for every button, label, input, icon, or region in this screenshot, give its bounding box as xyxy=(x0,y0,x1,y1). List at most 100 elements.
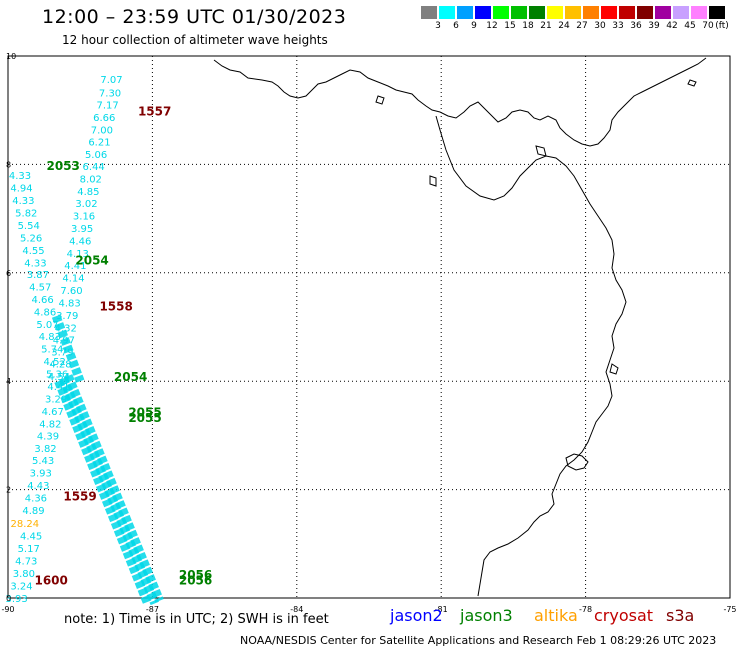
page-title: 12:00 – 23:59 UTC 01/30/2023 xyxy=(42,6,347,28)
pass-time-label: 2056 xyxy=(179,568,212,582)
page-subtitle: 12 hour collection of altimeter wave hei… xyxy=(62,33,328,47)
wave-value-label: 5.06 xyxy=(85,150,107,161)
legend-swatch xyxy=(457,6,473,19)
legend-swatch xyxy=(673,6,689,19)
legend-unit: (ft) xyxy=(715,21,729,31)
legend-swatch xyxy=(547,6,563,19)
wave-value-label: 4.28 xyxy=(49,360,71,371)
legend-swatch xyxy=(421,6,437,19)
wave-value-label: 4.86 xyxy=(34,308,56,319)
legend-swatch xyxy=(493,6,509,19)
pass-time-label: 2053 xyxy=(47,159,80,173)
wave-value-label: 4.36 xyxy=(25,494,47,505)
coastline-path xyxy=(213,57,707,147)
wave-value-label: 3.79 xyxy=(56,311,78,322)
track-stripe xyxy=(59,376,159,606)
legend-label: 3 xyxy=(435,21,441,31)
wave-value-label: 8.02 xyxy=(80,174,102,185)
wave-value-label: 7.00 xyxy=(91,126,113,137)
x-tick-label: -90 xyxy=(1,605,14,614)
wave-value-label: 6.66 xyxy=(93,113,115,124)
wave-value-label: 4.67 xyxy=(42,407,64,418)
y-tick-label: 2 xyxy=(6,486,11,495)
footer-credit: NOAA/NESDIS Center for Satellite Applica… xyxy=(240,634,717,647)
wave-value-label: 4.33 xyxy=(24,258,46,269)
satellite-label-jason3: jason3 xyxy=(460,606,513,625)
wave-value-label: 4.41 xyxy=(47,382,69,393)
y-tick-label: 10 xyxy=(6,52,16,61)
wave-value-label: 5.74 xyxy=(41,344,63,355)
wave-value-label: 4.82 xyxy=(39,419,61,430)
wave-value-label: 4.14 xyxy=(62,273,84,284)
legend-swatch xyxy=(637,6,653,19)
wave-value-label: 4.13 xyxy=(67,249,89,260)
wave-value-label: 3.16 xyxy=(73,212,95,223)
legend-label: 24 xyxy=(558,21,570,31)
legend-swatch xyxy=(691,6,707,19)
legend-label: 45 xyxy=(684,21,696,31)
legend-label: 12 xyxy=(486,21,498,31)
pass-time-label: 2054 xyxy=(114,370,147,384)
legend-label: 9 xyxy=(471,21,477,31)
pass-time-label: 1558 xyxy=(99,300,132,314)
legend-label: 42 xyxy=(666,21,678,31)
wave-value-label: 6.21 xyxy=(88,137,110,148)
wave-value-label: 4.83 xyxy=(58,298,80,309)
legend-label: 21 xyxy=(540,21,552,31)
island-path xyxy=(687,79,697,87)
wave-value-label: 4.33 xyxy=(12,196,34,207)
legend-label: 36 xyxy=(630,21,642,31)
island-path xyxy=(609,363,619,375)
wave-value-label: 4.46 xyxy=(69,237,91,248)
map-grid xyxy=(7,55,731,599)
pass-time-label: 2056 xyxy=(179,573,212,587)
axis-ticks: -90 -87 -84 -81 -78 -75 0 2 4 6 8 10 xyxy=(1,52,736,614)
legend-swatch xyxy=(655,6,671,19)
legend-swatch xyxy=(439,6,455,19)
wave-value-label: 4.32 xyxy=(55,323,77,334)
legend-swatch xyxy=(565,6,581,19)
wave-value-label: 4.73 xyxy=(15,556,37,567)
satellite-label-cryosat: cryosat xyxy=(594,606,654,625)
map-frame xyxy=(7,55,731,599)
y-tick-label: 8 xyxy=(6,160,11,169)
legend-swatch xyxy=(583,6,599,19)
satellite-tracks xyxy=(51,314,164,606)
x-tick-label: -81 xyxy=(435,605,448,614)
pass-time-label: 1600 xyxy=(34,573,67,587)
wave-value-label: 4.45 xyxy=(20,531,42,542)
wave-value-label: 4.55 xyxy=(22,246,44,257)
wave-value-label: 4.54 xyxy=(48,372,70,383)
legend-label: 6 xyxy=(453,21,459,31)
legend-label: 70 xyxy=(702,21,714,31)
wave-value-label: 4.66 xyxy=(32,295,54,306)
legend-swatch xyxy=(475,6,491,19)
wave-value-label: 5.07 xyxy=(36,320,58,331)
satellite-label-altika: altika xyxy=(534,606,578,625)
wave-value-label: 7.60 xyxy=(60,286,82,297)
wave-value-label: 3.29 xyxy=(45,394,67,405)
legend-swatch xyxy=(709,6,725,19)
wave-value-label: 5.17 xyxy=(18,544,40,555)
pass-time-label: 1557 xyxy=(138,105,171,119)
y-tick-label: 0 xyxy=(6,594,11,603)
pass-time-label: 2055 xyxy=(128,411,161,425)
wave-value-label: 3.24 xyxy=(10,581,32,592)
island-path xyxy=(375,95,385,105)
y-tick-label: 4 xyxy=(6,377,11,386)
legend-swatch xyxy=(619,6,635,19)
track-stripe xyxy=(51,314,85,383)
x-tick-label: -78 xyxy=(579,605,592,614)
satellite-label-jason2: jason2 xyxy=(390,606,443,625)
pass-time-label: 2054 xyxy=(75,254,108,268)
wave-value-label: 5.26 xyxy=(20,233,42,244)
x-tick-label: -87 xyxy=(146,605,159,614)
track-stripe xyxy=(63,374,164,603)
map-labels: 7.07 7.307.176.66 7.006.21 5.066.448.02 4.85… xyxy=(6,75,213,605)
x-tick-label: -75 xyxy=(723,605,736,614)
wave-value-label: 5.54 xyxy=(18,221,40,232)
x-tick-label: -84 xyxy=(290,605,303,614)
legend-swatch xyxy=(601,6,617,19)
wave-value-label: 3.79 xyxy=(51,348,73,359)
